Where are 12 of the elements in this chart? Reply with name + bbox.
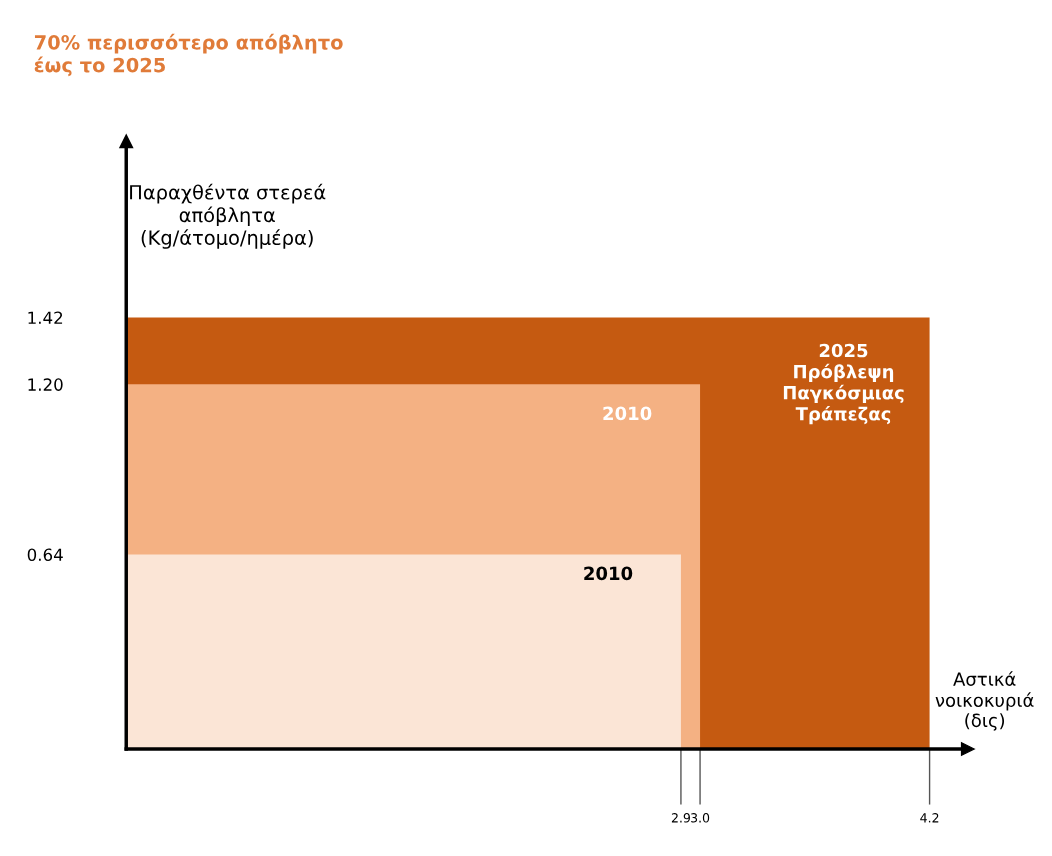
series-label: 2010 xyxy=(603,406,652,421)
y-tick-label: 0.64 xyxy=(27,548,63,562)
y-tick-label: 1.42 xyxy=(28,311,63,324)
series-label: 2025 Πρόβλεψη Παγκόσμιας Τράπεζας xyxy=(783,343,904,425)
y-tick-label: 1.20 xyxy=(28,378,63,391)
x-tick-label: 2.9 xyxy=(671,813,690,823)
chart-title: 70% περισσότερο απόβλητο έως το 2025 xyxy=(34,33,343,77)
x-axis-title: Αστικά νοικοκυριά (δις) xyxy=(935,671,1034,731)
y-axis-title: Παραχθέντα στερεά απόβλητα (Kg/άτομο/ημέρα) xyxy=(130,183,326,249)
series-label: 2010 xyxy=(584,566,633,581)
x-tick-label: 3.0 xyxy=(691,813,710,823)
x-tick-label: 4.2 xyxy=(920,813,939,823)
